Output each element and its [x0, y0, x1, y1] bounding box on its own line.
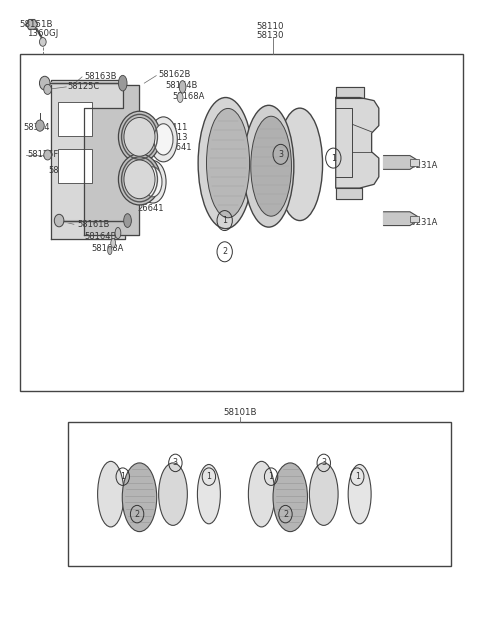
Text: 23411: 23411 [132, 183, 159, 193]
Ellipse shape [119, 154, 160, 205]
Polygon shape [336, 87, 364, 98]
Ellipse shape [206, 108, 250, 218]
Ellipse shape [310, 463, 338, 525]
Text: 2: 2 [222, 247, 227, 256]
Bar [68, 423, 451, 566]
Text: 3: 3 [321, 458, 326, 468]
Text: 1: 1 [222, 216, 227, 225]
Polygon shape [51, 80, 125, 239]
Text: 26641: 26641 [137, 203, 164, 213]
Ellipse shape [158, 463, 187, 525]
Bar [58, 102, 92, 136]
Ellipse shape [150, 117, 177, 162]
Ellipse shape [124, 118, 155, 156]
Text: 33231A: 33231A [405, 161, 437, 170]
Text: 58168A: 58168A [172, 92, 204, 101]
Ellipse shape [119, 111, 160, 163]
Text: 58110: 58110 [257, 23, 284, 31]
Text: 2: 2 [134, 510, 140, 518]
Text: 1: 1 [120, 472, 125, 481]
Circle shape [36, 120, 44, 131]
Text: 58130: 58130 [257, 31, 284, 40]
Text: 58168A: 58168A [92, 244, 124, 252]
Circle shape [54, 214, 64, 227]
Ellipse shape [248, 461, 275, 527]
Ellipse shape [122, 463, 157, 531]
Text: 33231A: 33231A [405, 218, 437, 227]
Text: 2: 2 [283, 510, 288, 518]
Text: 58151B: 58151B [20, 20, 53, 29]
Text: 1: 1 [269, 472, 274, 481]
Polygon shape [26, 19, 37, 29]
Text: 3: 3 [278, 150, 283, 159]
Text: 58163B: 58163B [48, 166, 81, 175]
Ellipse shape [251, 116, 291, 216]
Polygon shape [336, 188, 362, 199]
Ellipse shape [179, 81, 186, 93]
Text: 58162B: 58162B [158, 70, 191, 79]
Bar [20, 54, 463, 391]
Polygon shape [84, 85, 140, 235]
Text: 58113: 58113 [161, 133, 188, 142]
Ellipse shape [97, 461, 124, 527]
Text: 3: 3 [173, 458, 178, 468]
Circle shape [39, 38, 46, 46]
Text: 23411: 23411 [161, 123, 187, 132]
Ellipse shape [115, 227, 121, 239]
Ellipse shape [124, 213, 132, 227]
Ellipse shape [154, 124, 173, 155]
Text: 58161B: 58161B [77, 220, 109, 229]
Text: 1: 1 [331, 153, 336, 163]
Text: 26641: 26641 [166, 143, 192, 152]
Bar [58, 149, 92, 183]
Circle shape [39, 76, 50, 90]
Text: 58125F: 58125F [27, 150, 58, 160]
Ellipse shape [273, 463, 308, 531]
Ellipse shape [144, 167, 162, 197]
Text: 58164B: 58164B [84, 232, 117, 241]
Ellipse shape [111, 239, 116, 247]
Text: 1: 1 [355, 472, 360, 481]
Text: 58113: 58113 [132, 193, 159, 203]
Polygon shape [384, 212, 417, 225]
Ellipse shape [140, 161, 166, 203]
Ellipse shape [108, 247, 112, 255]
Ellipse shape [124, 160, 155, 198]
Text: 1360GJ: 1360GJ [27, 29, 58, 38]
Bar [410, 160, 419, 166]
Text: 58314: 58314 [24, 123, 50, 132]
Circle shape [44, 85, 51, 95]
Text: 58163B: 58163B [84, 73, 117, 81]
Ellipse shape [197, 464, 220, 524]
Ellipse shape [198, 98, 253, 228]
Ellipse shape [243, 105, 294, 227]
Text: 58101B: 58101B [223, 408, 257, 418]
Ellipse shape [277, 108, 323, 220]
Ellipse shape [177, 93, 183, 103]
Text: 58125C: 58125C [68, 83, 100, 91]
Polygon shape [336, 98, 379, 188]
Circle shape [44, 150, 51, 160]
Bar [410, 215, 419, 222]
Text: 1: 1 [206, 472, 211, 481]
Ellipse shape [348, 464, 371, 524]
Polygon shape [384, 156, 417, 170]
Ellipse shape [119, 75, 127, 91]
Text: 58164B: 58164B [166, 81, 198, 90]
